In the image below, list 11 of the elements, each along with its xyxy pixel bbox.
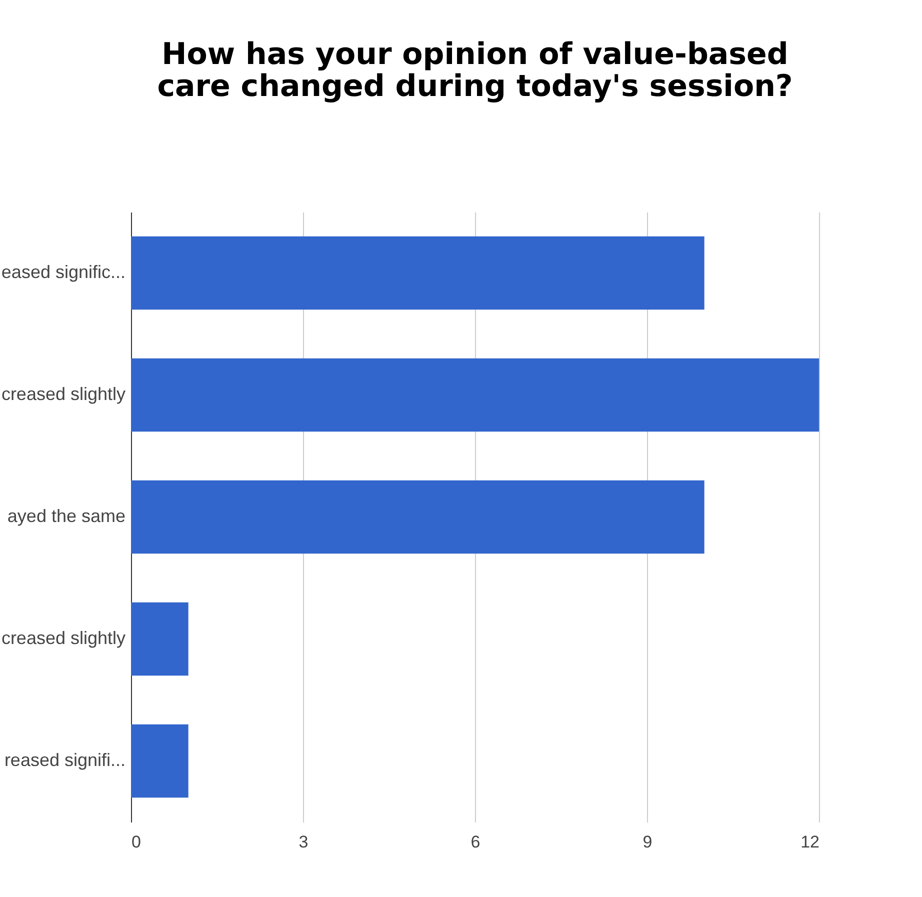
y-tick-label: creased slightly — [1, 628, 126, 648]
chart-title: How has your opinion of value-based care changed during today's session? — [157, 37, 793, 104]
y-tick-label: eased signific... — [1, 262, 126, 282]
x-tick-label: 0 — [132, 832, 141, 852]
y-tick-label: ayed the same — [7, 506, 126, 526]
x-tick-label: 3 — [298, 832, 308, 852]
x-tick-label: 9 — [642, 832, 652, 852]
y-tick-label: reased signifi... — [4, 750, 126, 770]
x-tick-label: 12 — [800, 832, 820, 852]
y-tick-label: creased slightly — [1, 384, 126, 404]
x-tick-label: 6 — [470, 832, 480, 852]
